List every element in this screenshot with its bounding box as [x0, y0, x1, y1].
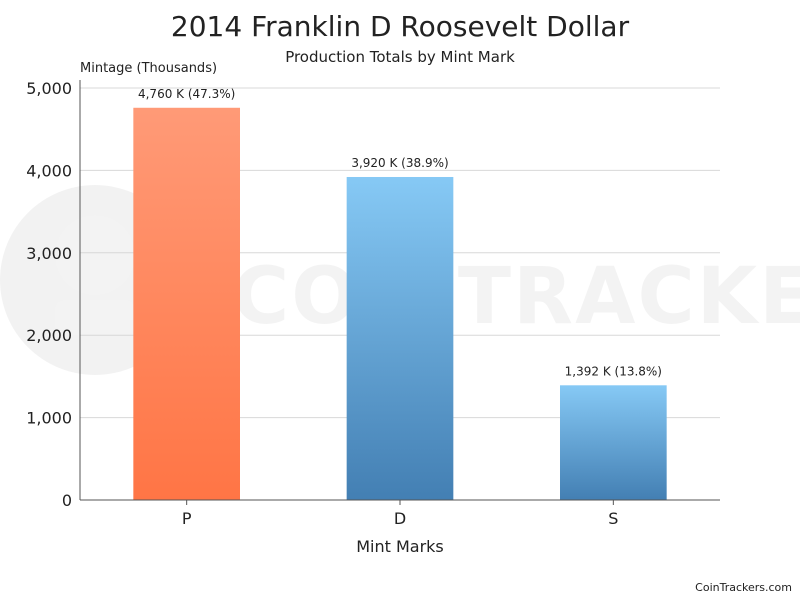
y-tick-label: 3,000	[26, 244, 72, 263]
bar-d[interactable]	[346, 176, 454, 500]
bars	[133, 107, 667, 500]
data-label: 4,760 K (47.3%)	[138, 87, 235, 101]
watermark-text: COINTRACKERS	[232, 252, 800, 342]
data-label: 1,392 K (13.8%)	[565, 364, 662, 378]
axes: 0 1,000 2,000 3,000 4,000 5,000	[26, 79, 720, 510]
labels: 4,760 K (47.3%) P 3,920 K (38.9%) D 1,392 K …	[80, 61, 662, 556]
x-tick-label: S	[608, 509, 618, 528]
data-label: 3,920 K (38.9%)	[351, 156, 448, 170]
chart-title: 2014 Franklin D Roosevelt Dollar	[170, 10, 630, 43]
credit-text: CoinTrackers.com	[695, 581, 792, 594]
bar-s[interactable]	[560, 385, 667, 500]
y-tick-label: 2,000	[26, 326, 72, 345]
chart-subtitle: Production Totals by Mint Mark	[285, 48, 515, 66]
y-tick-label: 1,000	[26, 409, 72, 428]
y-tick-label: 5,000	[26, 79, 72, 98]
x-axis-title: Mint Marks	[356, 537, 444, 556]
x-tick-label: D	[394, 509, 406, 528]
y-tick-label: 0	[62, 491, 72, 510]
x-tick-label: P	[182, 509, 192, 528]
y-axis-title: Mintage (Thousands)	[80, 61, 217, 76]
y-tick-label: 4,000	[26, 161, 72, 180]
bar-p[interactable]	[133, 107, 240, 500]
